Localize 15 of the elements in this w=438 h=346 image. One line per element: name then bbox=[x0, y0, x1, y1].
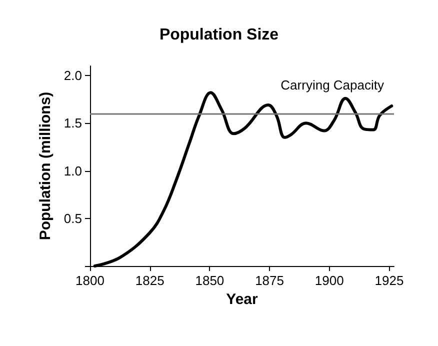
x-tick-label: 1800 bbox=[76, 273, 104, 288]
x-tick-label: 1925 bbox=[374, 273, 404, 288]
x-tick-label: 1875 bbox=[255, 273, 284, 288]
line-series bbox=[93, 91, 394, 268]
x-tick-label: 1900 bbox=[314, 273, 344, 288]
x-tick-label: 1825 bbox=[135, 273, 164, 288]
y-tick-label: 2.0 bbox=[64, 68, 82, 84]
y-axis-title: Population (millions) bbox=[37, 92, 54, 240]
x-tick-label: 1850 bbox=[195, 273, 224, 288]
y-tick-label: 1.5 bbox=[64, 116, 82, 131]
chart-title: Population Size bbox=[159, 26, 279, 44]
y-tick-label: 1.0 bbox=[64, 163, 82, 178]
x-axis-title: Year bbox=[226, 290, 258, 308]
ref-line-label: Carrying Capacity bbox=[280, 78, 384, 93]
y-tick-label: 0.5 bbox=[64, 210, 82, 226]
